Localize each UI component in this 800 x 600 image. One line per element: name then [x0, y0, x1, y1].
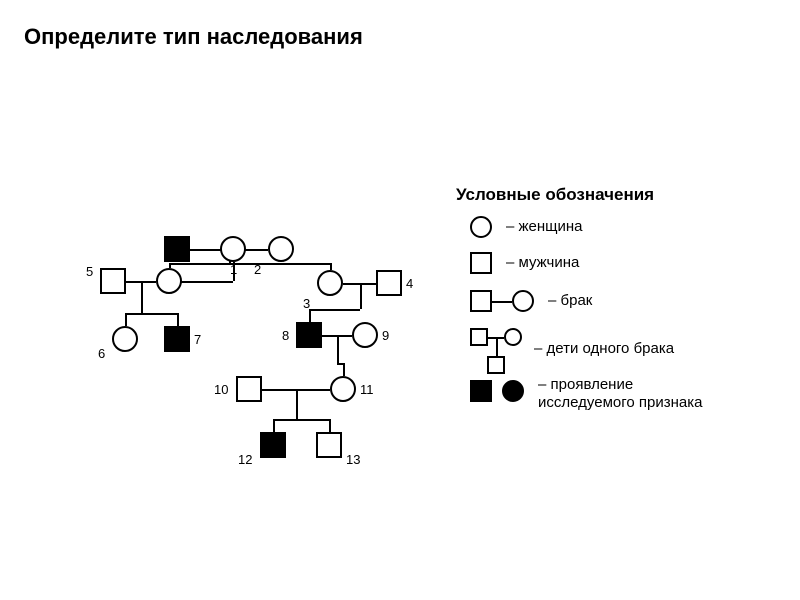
person-3 — [317, 270, 343, 296]
connector-line — [273, 419, 275, 432]
legend-text: – мужчина — [506, 254, 579, 271]
person-p0 — [164, 236, 190, 262]
person-12 — [260, 432, 286, 458]
connector-line — [492, 301, 512, 303]
connector-line — [125, 313, 127, 326]
legend-family-m — [470, 328, 488, 346]
connector-line — [329, 419, 331, 432]
person-label-11: 11 — [360, 382, 374, 397]
person-label-3: 3 — [303, 296, 310, 311]
connector-line — [169, 263, 330, 265]
legend-text: – проявление — [538, 376, 633, 393]
legend-affected-female — [502, 380, 524, 402]
person-6 — [112, 326, 138, 352]
person-2 — [268, 236, 294, 262]
person-label-8: 8 — [282, 328, 289, 343]
legend-text: исследуемого признака — [538, 394, 702, 411]
connector-line — [309, 309, 360, 311]
connector-line — [337, 335, 339, 363]
person-label-12: 12 — [238, 452, 252, 467]
legend-mating-male — [470, 290, 492, 312]
person-label-13: 13 — [346, 452, 360, 467]
legend-title: Условные обозначения — [456, 185, 654, 205]
person-10 — [236, 376, 262, 402]
connector-line — [141, 281, 143, 313]
connector-line — [330, 263, 332, 270]
connector-line — [496, 337, 498, 356]
person-label-1: 1 — [230, 262, 237, 277]
legend-symbol-square — [470, 252, 492, 274]
connector-line — [360, 283, 362, 309]
person-8 — [296, 322, 322, 348]
connector-line — [177, 313, 179, 326]
person-1 — [220, 236, 246, 262]
connector-line — [273, 419, 329, 421]
person-label-2: 2 — [254, 262, 261, 277]
legend-symbol-circle — [470, 216, 492, 238]
legend-text: – женщина — [506, 218, 583, 235]
person-label-7: 7 — [194, 332, 201, 347]
person-7 — [164, 326, 190, 352]
person-11 — [330, 376, 356, 402]
person-9 — [352, 322, 378, 348]
connector-line — [343, 363, 345, 376]
person-label-10: 10 — [214, 382, 228, 397]
person-label-5: 5 — [86, 264, 93, 279]
connector-line — [296, 389, 298, 419]
connector-line — [125, 313, 177, 315]
person-13 — [316, 432, 342, 458]
page-title: Определите тип наследования — [24, 24, 363, 50]
person-label-6: 6 — [98, 346, 105, 361]
legend-text: – дети одного брака — [534, 340, 674, 357]
person-p1b — [156, 268, 182, 294]
person-label-4: 4 — [406, 276, 413, 291]
legend-affected-male — [470, 380, 492, 402]
person-4 — [376, 270, 402, 296]
legend-family-child — [487, 356, 505, 374]
legend-mating-female — [512, 290, 534, 312]
legend-text: – брак — [548, 292, 592, 309]
person-label-9: 9 — [382, 328, 389, 343]
legend-family-f — [504, 328, 522, 346]
person-5 — [100, 268, 126, 294]
